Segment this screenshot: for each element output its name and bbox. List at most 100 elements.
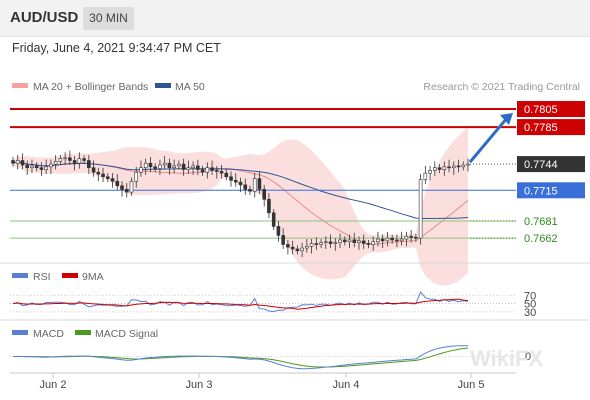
macd-signal-legend-swatch xyxy=(75,330,91,335)
candle-body xyxy=(11,160,15,164)
candle-body xyxy=(357,240,361,243)
candle-body xyxy=(380,238,385,242)
candle-body xyxy=(87,160,91,169)
candle-body xyxy=(215,170,219,172)
resistance-1-label: 0.7785 xyxy=(524,122,558,134)
candle-body xyxy=(68,157,72,161)
candle-body xyxy=(295,248,300,252)
rsi-ma-line xyxy=(12,298,469,310)
candle-body xyxy=(338,239,342,243)
candle-body xyxy=(115,180,120,187)
candle-body xyxy=(404,236,409,240)
candle-body xyxy=(139,167,143,173)
candle-body xyxy=(172,165,176,169)
candle-body xyxy=(305,245,309,249)
candle-body xyxy=(281,235,285,245)
candle-body xyxy=(49,163,53,168)
last-price-label-box xyxy=(517,156,585,173)
timeframe-button[interactable]: 30 MIN xyxy=(83,7,134,30)
ma20-legend-label: MA 20 + Bollinger Bands xyxy=(33,81,148,93)
forecast-arrow xyxy=(468,113,513,164)
candle-body xyxy=(196,165,200,170)
ma50-legend-label: MA 50 xyxy=(175,81,205,93)
resistance-1-label-box xyxy=(517,119,585,136)
pivot-label-box xyxy=(517,182,585,199)
rsi-level-label-50: 50 xyxy=(524,299,536,311)
candle-body xyxy=(205,167,210,173)
candle-body xyxy=(53,161,58,165)
candle-body xyxy=(148,162,153,168)
candle-body xyxy=(248,189,252,192)
candle-body xyxy=(437,167,442,170)
candle-body xyxy=(290,246,295,250)
forecast-arrow-head xyxy=(500,113,513,126)
candle-body xyxy=(129,180,134,193)
candle-body xyxy=(91,167,96,173)
candle-body xyxy=(328,241,333,244)
candle-body xyxy=(153,166,157,169)
candle-body xyxy=(229,176,233,181)
candle-body xyxy=(433,167,437,171)
candle-body xyxy=(442,166,447,170)
candle-body xyxy=(158,164,162,169)
rsi-ma-legend-label: 9MA xyxy=(82,271,104,283)
ma20-legend-swatch xyxy=(12,83,28,88)
rsi-level-label-70: 70 xyxy=(524,290,536,302)
x-tick-label-0: Jun 2 xyxy=(40,379,67,391)
candle-body xyxy=(267,199,271,214)
candle-body xyxy=(96,171,101,175)
candle-body xyxy=(191,165,195,169)
x-tick-label-3: Jun 5 xyxy=(458,379,485,391)
candle-body xyxy=(418,179,423,239)
candle-body xyxy=(20,160,25,166)
level-labels: 0.7805 0.7785 0.7744 0.7715 0.7681 0.7662 xyxy=(517,101,585,245)
candle-body xyxy=(120,185,124,190)
candle-body xyxy=(72,160,77,164)
candle-body xyxy=(181,163,186,170)
rsi-legend-label: RSI xyxy=(33,271,51,283)
x-tick-label-2: Jun 4 xyxy=(333,379,360,391)
candle-body xyxy=(224,172,229,178)
candle-body xyxy=(186,167,191,170)
pivot-label: 0.7715 xyxy=(524,185,558,197)
candle-body xyxy=(333,242,338,244)
candle-body xyxy=(395,239,399,242)
macd-lines xyxy=(10,345,516,370)
candle-body xyxy=(366,243,371,245)
resistance-2-label: 0.7805 xyxy=(524,104,558,116)
candle-body xyxy=(385,237,390,242)
watermark-logo: WikiFX xyxy=(470,346,543,371)
candle-body xyxy=(390,237,394,241)
candle-body xyxy=(219,171,224,174)
candle-body xyxy=(238,181,243,186)
candle-body xyxy=(177,163,181,167)
candle-body xyxy=(319,242,323,245)
candle-body xyxy=(371,241,376,245)
candle-body xyxy=(361,240,366,244)
candle-body xyxy=(324,241,328,244)
resistance-2-label-box xyxy=(517,101,585,118)
macd-signal-legend-label: MACD Signal xyxy=(95,328,158,340)
candle-body xyxy=(252,178,257,192)
candle-body xyxy=(409,236,413,238)
candle-body xyxy=(347,239,352,243)
macd-legend-label: MACD xyxy=(33,328,64,340)
candle-body xyxy=(352,239,357,243)
forecast-arrow-shaft xyxy=(468,117,509,164)
rsi-legend-swatch xyxy=(12,273,28,278)
timestamp: Friday, June 4, 2021 9:34:47 PM CET xyxy=(12,41,221,55)
candle-body xyxy=(167,162,172,169)
candle-body xyxy=(276,226,281,236)
macd-legend-swatch xyxy=(12,330,28,335)
candle-body xyxy=(271,212,276,227)
candle-body xyxy=(124,189,129,193)
candle-body xyxy=(243,184,248,190)
candle-body xyxy=(143,162,148,169)
candle-body xyxy=(82,158,86,161)
bollinger-bands xyxy=(13,127,468,286)
candle-body xyxy=(286,244,290,248)
candle-body xyxy=(25,164,30,169)
candle-body xyxy=(428,170,432,174)
